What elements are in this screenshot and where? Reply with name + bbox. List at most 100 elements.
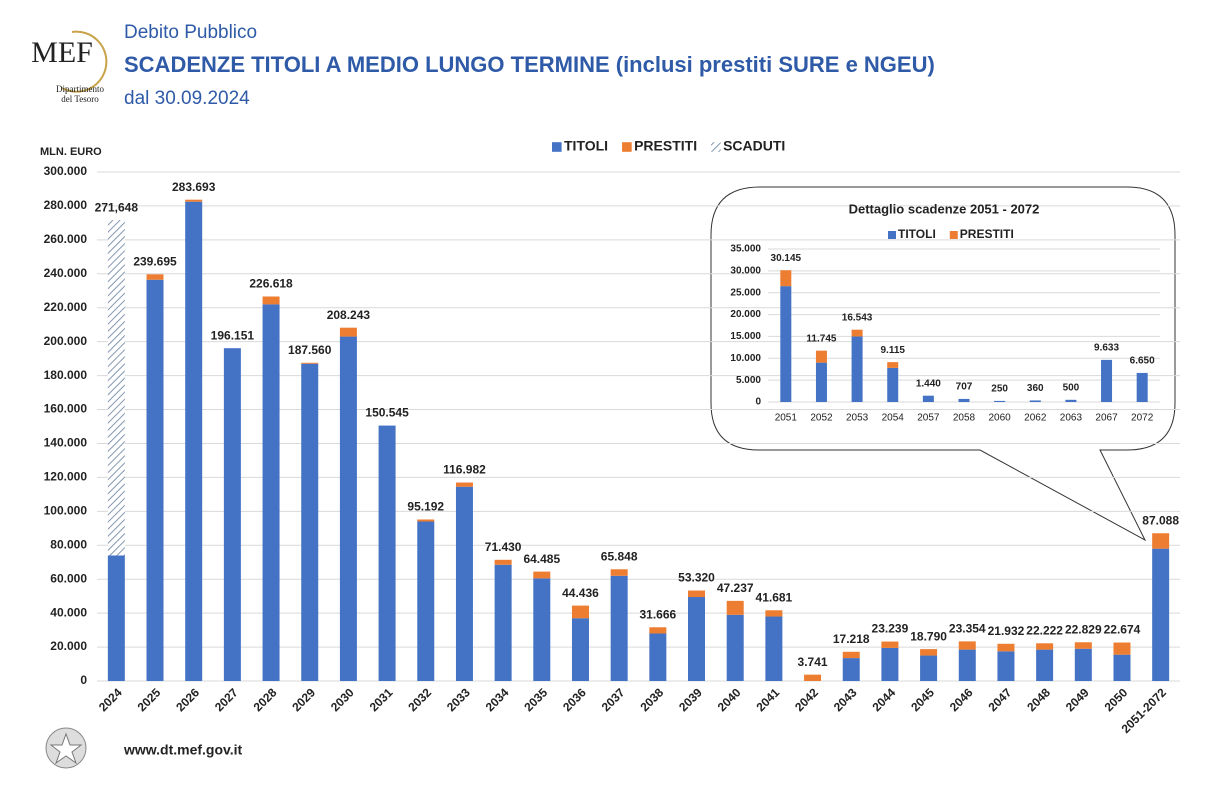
logo-line: Dipartimento xyxy=(56,84,104,94)
x-tick-label: 2060 xyxy=(989,413,1012,424)
bar-segment xyxy=(1036,643,1054,650)
total-label: 9.115 xyxy=(880,345,905,356)
x-tick-label: 2047 xyxy=(986,685,1015,714)
emblem xyxy=(45,727,87,769)
bar-segment xyxy=(726,614,744,681)
title: SCADENZE TITOLI A MEDIO LUNGO TERMINE (i… xyxy=(124,52,935,77)
x-tick-label: 2039 xyxy=(676,685,705,714)
y-tick-label: 0 xyxy=(755,397,761,408)
bar-segment xyxy=(851,329,863,337)
legend-label: PRESTITI xyxy=(960,227,1014,241)
bar-segment xyxy=(185,199,203,202)
legend-swatch xyxy=(711,142,721,152)
callout xyxy=(710,186,1176,542)
total-label: 23.354 xyxy=(949,622,986,636)
x-tick-label: 2053 xyxy=(846,413,869,424)
total-label: 208.243 xyxy=(327,308,371,322)
x-tick-label: 2034 xyxy=(483,685,512,714)
x-tick-label: 2038 xyxy=(637,685,666,714)
y-tick-label: 160.000 xyxy=(44,402,88,416)
x-tick-label: 2036 xyxy=(560,685,589,714)
bar-segment xyxy=(107,555,125,681)
x-tick-label: 2049 xyxy=(1063,685,1092,714)
total-label: 17.218 xyxy=(833,632,870,646)
bar-segment xyxy=(455,482,473,487)
total-label: 18.790 xyxy=(910,629,947,643)
x-tick-label: 2035 xyxy=(521,685,550,714)
y-tick-label: 220.000 xyxy=(44,300,88,314)
x-tick-label: 2050 xyxy=(1102,685,1131,714)
total-label: 22.222 xyxy=(1026,623,1063,637)
footer-url: www.dt.mef.gov.it xyxy=(123,742,243,758)
bar-segment xyxy=(610,575,628,681)
bar-segment xyxy=(1065,399,1077,402)
total-label: 47.237 xyxy=(717,581,754,595)
bar-segment xyxy=(1074,648,1092,681)
bar-segment xyxy=(339,336,357,681)
x-tick-label: 2037 xyxy=(599,685,628,714)
bar-segment xyxy=(780,286,792,402)
x-tick-label: 2067 xyxy=(1095,413,1118,424)
bar-segment xyxy=(780,270,792,287)
bar-segment xyxy=(649,633,667,681)
bar-segment xyxy=(1152,533,1170,549)
bar-segment xyxy=(765,610,783,617)
bar-segment xyxy=(146,274,164,280)
y-tick-label: 260.000 xyxy=(44,232,88,246)
bar-segment xyxy=(851,336,863,402)
logo-text: MEF xyxy=(31,36,93,69)
bar-segment xyxy=(997,651,1015,681)
bar-segment xyxy=(146,279,164,681)
x-tick-label: 2024 xyxy=(96,685,125,714)
legend-label: TITOLI xyxy=(564,138,608,154)
bar-segment xyxy=(922,395,934,402)
x-tick-label: 2052 xyxy=(810,413,833,424)
total-label: 41.681 xyxy=(756,590,793,604)
legend-swatch xyxy=(622,142,632,152)
bar-segment xyxy=(1113,642,1131,655)
y-tick-label: 5.000 xyxy=(736,375,761,386)
x-tick-label: 2048 xyxy=(1024,685,1053,714)
bar-segment xyxy=(649,627,667,634)
logo: MEF Dipartimento del Tesoro xyxy=(31,30,108,104)
bar-segment xyxy=(494,564,512,681)
legend-swatch xyxy=(552,142,562,152)
x-tick-label: 2057 xyxy=(917,413,940,424)
bar-segment xyxy=(378,425,396,681)
legend-label: SCADUTI xyxy=(723,138,785,154)
total-label: 707 xyxy=(956,382,973,393)
legend-label: PRESTITI xyxy=(634,138,697,154)
bar-segment xyxy=(815,362,827,402)
y-tick-label: 35.000 xyxy=(730,244,761,255)
y-axis-label: MLN. EURO xyxy=(40,146,102,158)
bar-segment xyxy=(1029,400,1041,402)
total-label: 44.436 xyxy=(562,586,599,600)
bar-segment xyxy=(533,578,551,681)
bar-segment xyxy=(804,674,822,681)
legend-swatch xyxy=(888,231,896,239)
bar-segment xyxy=(1036,649,1054,681)
bar-segment xyxy=(185,201,203,682)
x-tick-label: 2051 xyxy=(775,413,798,424)
y-tick-label: 100.000 xyxy=(44,504,88,518)
bar-segment xyxy=(994,400,1006,402)
y-tick-label: 30.000 xyxy=(730,265,761,276)
total-label: 239.695 xyxy=(133,254,177,268)
bar-segment xyxy=(958,649,976,681)
bar-segment xyxy=(1152,548,1170,681)
bar-segment xyxy=(107,220,125,556)
total-label: 360 xyxy=(1027,383,1044,394)
x-tick-label: 2026 xyxy=(173,685,202,714)
bar-segment xyxy=(688,590,706,598)
total-label: 31.666 xyxy=(639,607,676,621)
bar-segment xyxy=(339,327,357,337)
total-label: 6.650 xyxy=(1130,356,1155,367)
total-label: 11.745 xyxy=(806,333,836,344)
bar-segment xyxy=(494,559,512,565)
bar-segment xyxy=(881,647,899,681)
x-tick-label: 2043 xyxy=(831,685,860,714)
total-label: 9.633 xyxy=(1094,343,1119,354)
y-tick-label: 15.000 xyxy=(730,331,761,342)
x-tick-label: 2063 xyxy=(1060,413,1083,424)
